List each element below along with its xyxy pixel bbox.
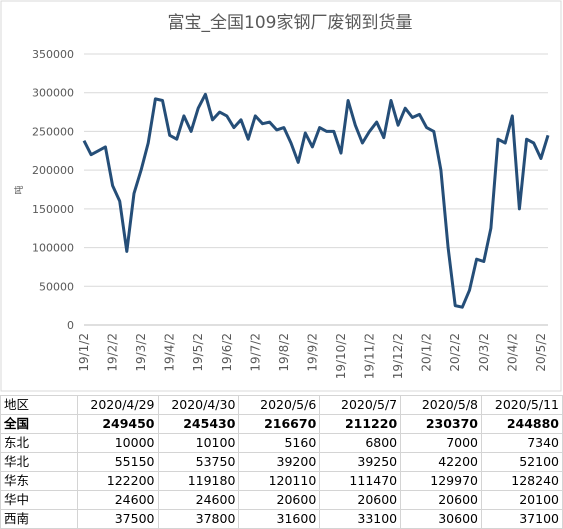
table-cell: 120110: [238, 471, 321, 491]
table-row: 华中 24600 24600 20600 20600 20600 20100: [0, 490, 563, 510]
table-cell: 122200: [76, 471, 159, 491]
table-cell: 华北: [0, 452, 78, 472]
y-tick-label: 350000: [32, 48, 74, 61]
table-cell: 5160: [238, 433, 321, 453]
x-tick-label: 19/5/2: [191, 333, 205, 372]
table-cell: 6800: [319, 433, 402, 453]
table-cell: 10100: [157, 433, 240, 453]
table-cell: 55150: [76, 452, 159, 472]
table-cell: 52100: [481, 452, 563, 472]
table-cell: 33100: [319, 509, 402, 529]
x-tick-label: 19/9/2: [305, 333, 319, 372]
table-cell: 37100: [481, 509, 563, 529]
table-cell: 53750: [157, 452, 240, 472]
data-table: 地区 2020/4/29 2020/4/30 2020/5/6 2020/5/7 2020…: [0, 395, 563, 529]
table-row: 华东 122200 119180 120110 111470 129970 128240: [0, 471, 563, 491]
data-line: [82, 92, 550, 309]
x-tick-label: 19/3/2: [134, 333, 148, 372]
x-tick-label: 20/2/2: [448, 333, 462, 372]
table-cell: 111470: [319, 471, 402, 491]
x-tick-label: 19/4/2: [163, 333, 177, 372]
x-tick-label: 19/6/2: [220, 333, 234, 372]
table-cell: 20600: [400, 490, 482, 510]
table-cell: 24600: [76, 490, 159, 510]
x-tick-label: 19/8/2: [277, 333, 291, 372]
table-cell: 2020/4/30: [157, 395, 240, 415]
table-cell: 20100: [481, 490, 563, 510]
table-cell: 东北: [0, 433, 78, 453]
x-tick-label: 20/1/2: [420, 333, 434, 372]
x-tick-label: 19/11/2: [363, 333, 377, 379]
x-tick-label: 20/5/2: [534, 333, 548, 372]
table-cell: 39200: [238, 452, 321, 472]
table-row: 东北 10000 10100 5160 6800 7000 7340: [0, 433, 563, 453]
y-axis-label: 吨: [13, 185, 25, 194]
table-cell: 华中: [0, 490, 78, 510]
table-cell: 216670: [238, 414, 321, 434]
table-cell: 20600: [238, 490, 321, 510]
table-cell: 华东: [0, 471, 78, 491]
table-cell: 2020/5/11: [481, 395, 563, 415]
x-tick-label: 20/3/2: [477, 333, 491, 372]
y-tick-label: 250000: [32, 125, 74, 138]
table-cell: 245430: [157, 414, 240, 434]
table-cell: 37500: [76, 509, 159, 529]
x-tick-label: 20/4/2: [505, 333, 519, 372]
x-tick-label: 19/2/2: [106, 333, 120, 372]
y-tick-label: 0: [67, 319, 74, 332]
table-cell: 20600: [319, 490, 402, 510]
table-cell: 2020/5/7: [319, 395, 402, 415]
table-row: 地区 2020/4/29 2020/4/30 2020/5/6 2020/5/7 2020…: [0, 395, 563, 415]
table-cell: 24600: [157, 490, 240, 510]
table-cell: 2020/5/8: [400, 395, 482, 415]
y-tick-label: 50000: [39, 280, 74, 293]
table-cell: 西南: [0, 509, 78, 529]
table-cell: 211220: [319, 414, 402, 434]
table-cell: 244880: [481, 414, 563, 434]
table-cell: 230370: [400, 414, 482, 434]
table-cell: 地区: [0, 395, 78, 415]
table-cell: 249450: [76, 414, 159, 434]
y-tick-label: 300000: [32, 87, 74, 100]
x-tick-label: 19/7/2: [248, 333, 262, 372]
table-row: 华北 55150 53750 39200 39250 42200 52100: [0, 452, 563, 472]
table-cell: 2020/4/29: [76, 395, 159, 415]
table-row: 西南 37500 37800 31600 33100 30600 37100: [0, 509, 563, 529]
y-tick-label: 100000: [32, 242, 74, 255]
table-cell: 128240: [481, 471, 563, 491]
table-cell: 10000: [76, 433, 159, 453]
table-cell: 2020/5/6: [238, 395, 321, 415]
table-cell: 119180: [157, 471, 240, 491]
y-tick-label: 200000: [32, 164, 74, 177]
table-cell: 30600: [400, 509, 482, 529]
table-cell: 全国: [0, 414, 78, 434]
table-cell: 129970: [400, 471, 482, 491]
table-cell: 31600: [238, 509, 321, 529]
chart: 富宝_全国109家钢厂废钢到货量 吨 0 50000 100000 150000 200…: [0, 0, 562, 392]
x-tick-label: 19/10/2: [334, 333, 348, 379]
table-cell: 7340: [481, 433, 563, 453]
y-tick-label: 150000: [32, 203, 74, 216]
table-cell: 37800: [157, 509, 240, 529]
chart-title: 富宝_全国109家钢厂废钢到货量: [168, 13, 413, 33]
table-cell: 7000: [400, 433, 482, 453]
chart-frame: [0, 0, 562, 392]
table-cell: 39250: [319, 452, 402, 472]
table-row: 全国 249450 245430 216670 211220 230370 244880: [0, 414, 563, 434]
x-tick-label: 19/1/2: [77, 333, 91, 372]
x-tick-label: 19/12/2: [391, 333, 405, 379]
table-cell: 42200: [400, 452, 482, 472]
